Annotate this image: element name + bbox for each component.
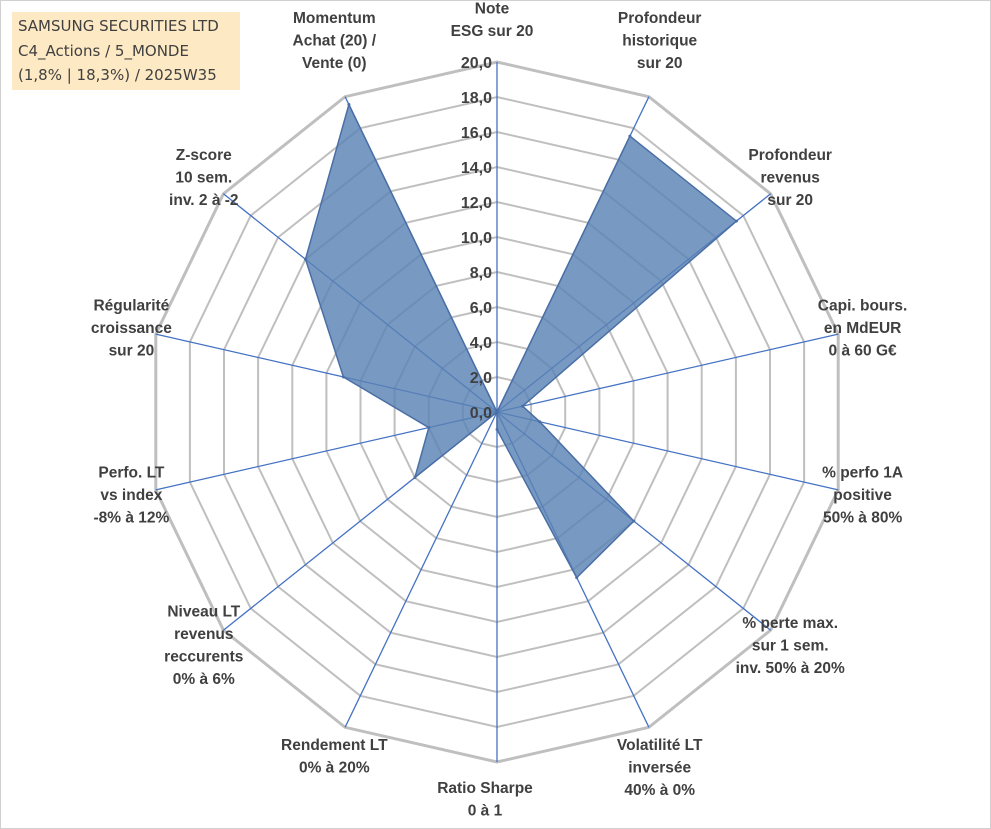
- axis-label: Volatilité LT inversée 40% à 0%: [617, 737, 703, 799]
- axis-spoke: [344, 411, 498, 728]
- axis-label: Profondeur historique sur 20: [618, 10, 702, 72]
- axis-spoke: [496, 411, 839, 491]
- data-point: [341, 375, 345, 379]
- data-point: [427, 426, 431, 430]
- tick-label: 18,0: [461, 90, 492, 107]
- category-labels: Note ESG sur 20 Profondeur historique sur 20…: [91, 1, 907, 820]
- axis-label: Perfo. LT vs index -8% à 12%: [93, 464, 169, 526]
- radar-series: [304, 102, 738, 580]
- tick-label: 0,0: [470, 405, 492, 422]
- tick-label: 12,0: [461, 195, 492, 212]
- tick-label: 6,0: [470, 300, 492, 317]
- data-point: [734, 219, 738, 223]
- axis-label: Rendement LT 0% à 20%: [281, 737, 388, 777]
- axis-label: Z-score 10 sem. inv. 2 à -2: [169, 147, 239, 209]
- tick-label: 14,0: [461, 160, 492, 177]
- data-point: [628, 134, 632, 138]
- tick-label: 20,0: [461, 55, 492, 72]
- axis-label: Note ESG sur 20: [451, 1, 534, 41]
- title-company: SAMSUNG SECURITIES LTD: [18, 17, 219, 35]
- data-point: [632, 519, 636, 523]
- radial-tick-labels: 0,0 2,0 4,0 6,0 8,0 10,0 12,0 14,0 16,0 18,0 20,0: [461, 55, 492, 422]
- data-point: [521, 404, 525, 408]
- data-point: [575, 576, 579, 580]
- tick-label: 10,0: [461, 230, 492, 247]
- axis-label: Profondeur revenus sur 20: [748, 147, 832, 209]
- title-box: SAMSUNG SECURITIES LTD C4_Actions / 5_MO…: [12, 12, 240, 90]
- axis-label: Ratio Sharpe 0 à 1: [437, 780, 533, 820]
- axis-label: % perfo 1A positive 50% à 80%: [822, 464, 903, 526]
- tick-label: 4,0: [470, 335, 492, 352]
- axis-label: Régularité croissance sur 20: [91, 298, 172, 360]
- series-area: [304, 102, 738, 579]
- axis-label: Momentum Achat (20) / Vente (0): [293, 10, 377, 72]
- tick-label: 2,0: [470, 370, 492, 387]
- data-point: [495, 410, 499, 414]
- title-category: C4_Actions / 5_MONDE: [18, 41, 189, 60]
- data-point: [495, 428, 499, 431]
- axis-label: Capi. bours. en MdEUR 0 à 60 G€: [818, 298, 908, 360]
- data-point: [413, 476, 417, 479]
- data-point: [538, 420, 542, 424]
- tick-label: 16,0: [461, 125, 492, 142]
- axis-label: Niveau LT revenus reccurents 0% à 6%: [164, 604, 243, 689]
- axis-spoke: [496, 333, 839, 413]
- axis-label: % perte max. sur 1 sem. inv. 50% à 20%: [736, 615, 845, 677]
- data-point: [304, 257, 307, 261]
- title-period: (1,8% | 18,3%) / 2025W35: [18, 66, 217, 84]
- tick-label: 8,0: [470, 265, 492, 282]
- data-point: [347, 103, 351, 106]
